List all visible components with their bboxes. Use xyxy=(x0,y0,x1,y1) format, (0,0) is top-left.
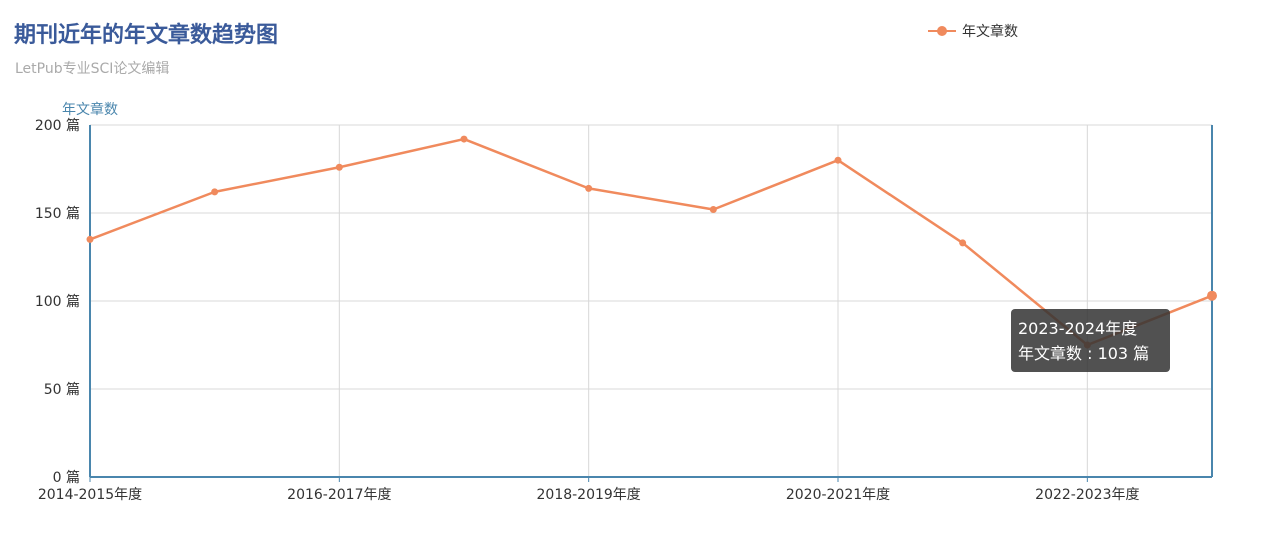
x-tick-label: 2022-2023年度 xyxy=(1035,487,1139,503)
legend-label: 年文章数 xyxy=(962,24,1018,40)
grid-lines xyxy=(90,124,1212,477)
legend-item[interactable]: 年文章数 xyxy=(928,21,1018,41)
legend-line-marker-icon xyxy=(928,26,956,36)
data-point[interactable] xyxy=(585,184,593,192)
data-point[interactable] xyxy=(1207,290,1217,301)
data-point[interactable] xyxy=(335,163,343,171)
y-tick-label: 0 篇 xyxy=(53,470,80,486)
y-tick-label: 150 篇 xyxy=(35,206,80,222)
chart-subtitle: LetPub专业SCI论文编辑 xyxy=(15,61,170,77)
x-tick-label: 2020-2021年度 xyxy=(786,487,890,503)
tooltip-value: 年文章数 : 103 篇 xyxy=(1018,344,1150,363)
y-tick-label: 100 篇 xyxy=(35,294,80,310)
y-tick-labels: 0 篇 50 篇 100 篇 150 篇 200 篇 xyxy=(35,118,80,486)
data-point[interactable] xyxy=(460,135,468,143)
data-point[interactable] xyxy=(211,188,219,196)
y-axis-title: 年文章数 xyxy=(62,101,118,118)
x-tick-label: 2014-2015年度 xyxy=(38,487,142,503)
x-tick-labels: 2014-2015年度 2016-2017年度 2018-2019年度 2020-20… xyxy=(38,487,1140,503)
data-point[interactable] xyxy=(959,239,967,247)
data-point[interactable] xyxy=(709,205,717,213)
y-tick-label: 200 篇 xyxy=(35,118,80,134)
axes xyxy=(89,125,1213,482)
tooltip: 2023-2024年度 年文章数 : 103 篇 xyxy=(1011,309,1170,372)
data-point[interactable] xyxy=(834,156,842,164)
x-tick-label: 2018-2019年度 xyxy=(537,487,641,503)
y-tick-label: 50 篇 xyxy=(44,382,80,398)
x-tick-label: 2016-2017年度 xyxy=(287,487,391,503)
data-point[interactable] xyxy=(86,235,94,243)
tooltip-category: 2023-2024年度 xyxy=(1018,319,1138,338)
chart-title: 期刊近年的年文章数趋势图 xyxy=(14,23,279,48)
series-line xyxy=(89,137,1213,347)
